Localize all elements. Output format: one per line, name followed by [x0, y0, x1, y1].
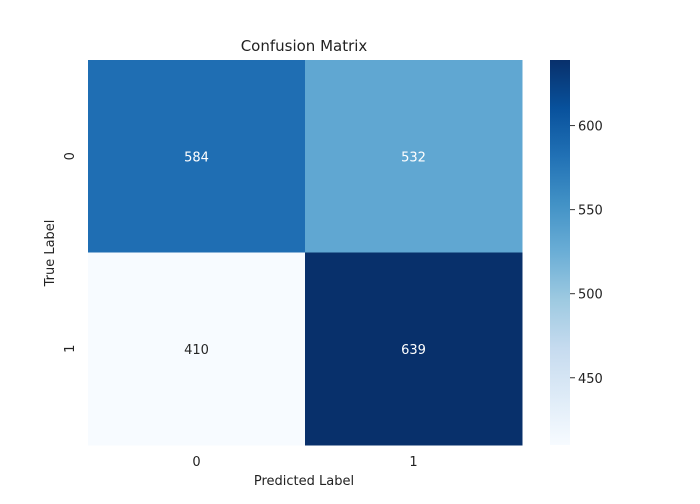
y-tick-label: 1 — [63, 345, 78, 353]
heatmap-cell-labels: 584 532 410 639 — [184, 150, 426, 358]
heatmap-cell-r1-c0 — [88, 252, 306, 446]
heatmap-cell-r0-c1 — [305, 60, 523, 253]
colorbar-tick-label: 550 — [578, 204, 603, 219]
heatmap-cells — [88, 60, 523, 446]
y-axis-ticks: 01 — [63, 152, 78, 353]
colorbar-tick-label: 500 — [578, 288, 603, 303]
x-tick-label: 1 — [409, 455, 417, 470]
heatmap-cell-r1-c1 — [305, 252, 523, 446]
colorbar-ticks: 450 500 550 600 — [570, 120, 603, 387]
x-axis-label: Predicted Label — [254, 474, 354, 489]
y-axis-label: True Label — [43, 220, 58, 288]
cell-value-label: 410 — [184, 343, 209, 358]
chart-title: Confusion Matrix — [241, 37, 368, 55]
heatmap-cell-r0-c0 — [88, 60, 306, 253]
cell-value-label: 639 — [401, 343, 426, 358]
colorbar — [550, 60, 570, 445]
cell-value-label: 584 — [184, 150, 209, 165]
cell-value-label: 532 — [401, 150, 426, 165]
y-tick-label: 0 — [63, 152, 78, 160]
x-tick-label: 0 — [192, 455, 200, 470]
colorbar-tick-label: 450 — [578, 372, 603, 387]
colorbar-tick-label: 600 — [578, 120, 603, 135]
